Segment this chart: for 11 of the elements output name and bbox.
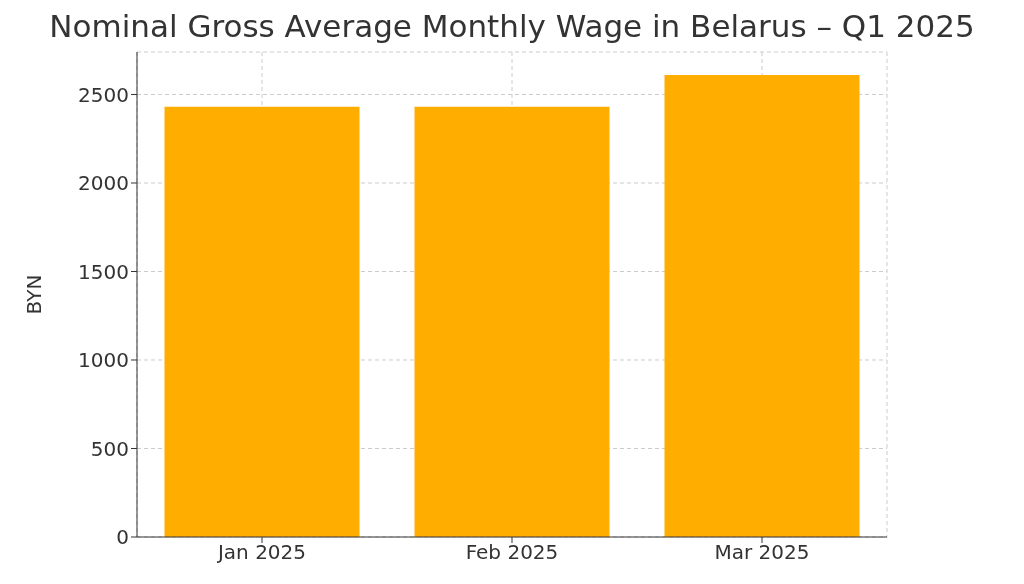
y-tick-label: 1000 xyxy=(78,348,129,373)
y-tick-label: 1500 xyxy=(78,259,129,284)
y-tick-label: 2500 xyxy=(78,82,129,107)
y-tick-label: 0 xyxy=(116,525,129,550)
y-tick-label: 500 xyxy=(90,436,129,461)
x-tick-label: Jan 2025 xyxy=(215,540,307,565)
x-tick-label: Feb 2025 xyxy=(465,540,559,565)
x-tick-label: Mar 2025 xyxy=(714,540,810,565)
chart-title: Nominal Gross Average Monthly Wage in Belarus – Q1 2025 xyxy=(48,8,976,44)
y-tick-label: 2000 xyxy=(78,171,129,196)
y-axis-title: BYN xyxy=(22,274,47,315)
